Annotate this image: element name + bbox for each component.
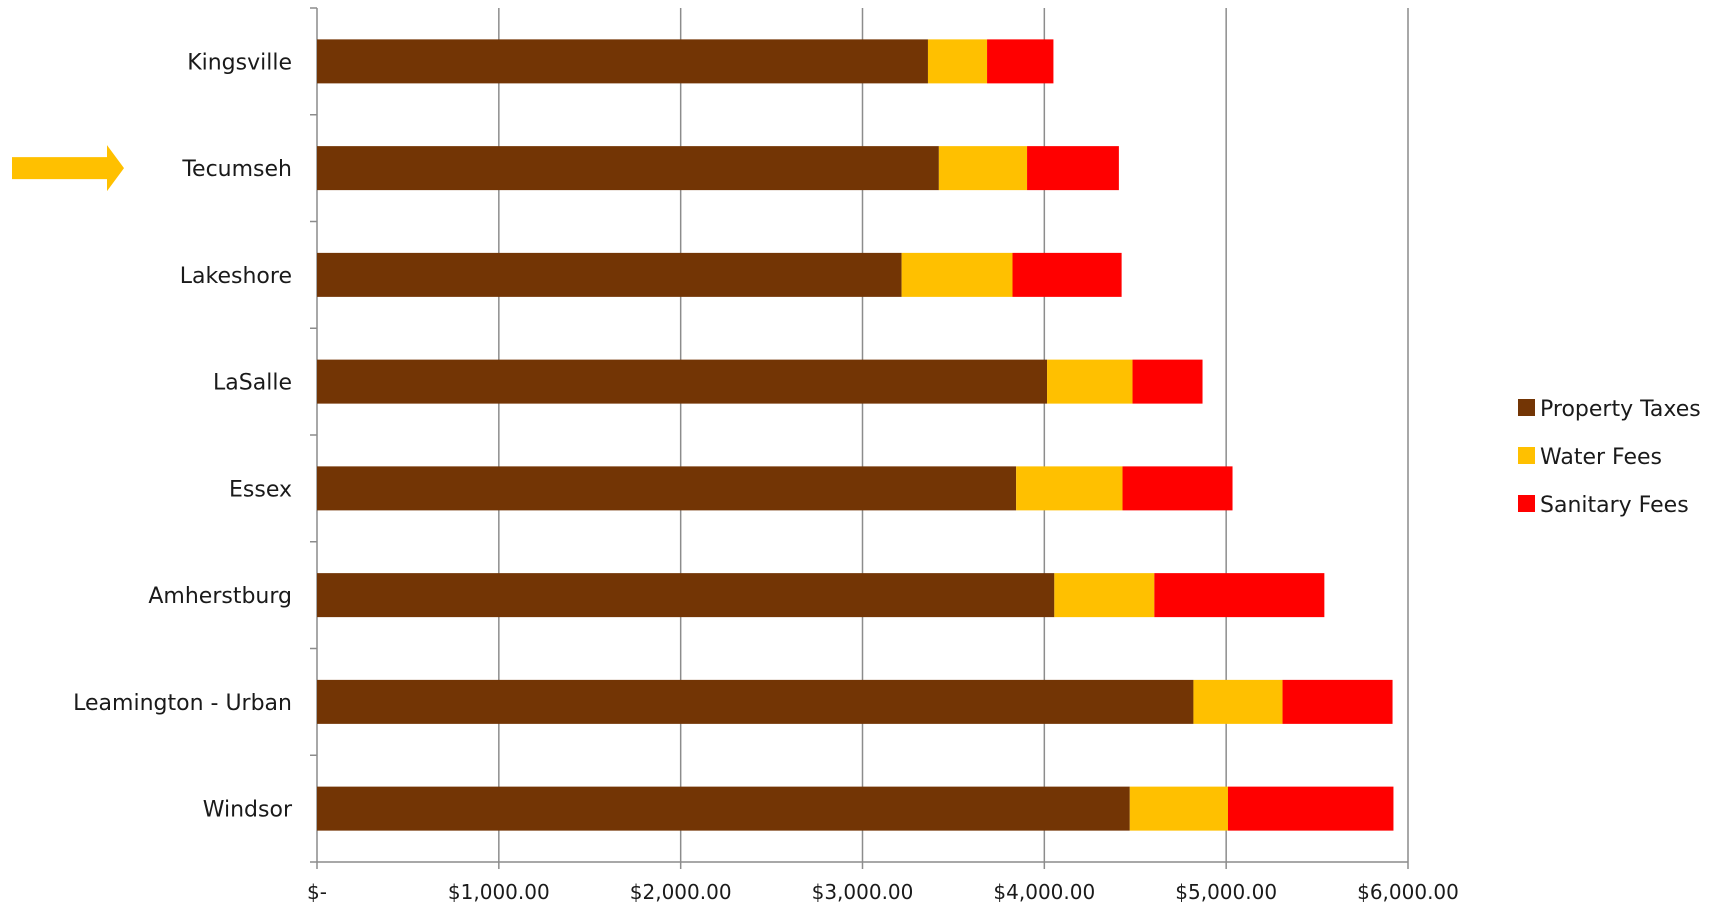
x-tick-label: $6,000.00 [1357, 880, 1459, 904]
x-tick-label: $2,000.00 [630, 880, 732, 904]
bar-property-taxes [317, 252, 902, 297]
x-tick-label: $4,000.00 [993, 880, 1095, 904]
bar-sanitary-fees [1282, 679, 1393, 724]
x-tick-label: $1,000.00 [448, 880, 550, 904]
bar-sanitary-fees [1012, 252, 1122, 297]
legend-swatch [1518, 495, 1535, 512]
arrow-right-icon [12, 145, 124, 192]
bar-water-fees [1193, 679, 1283, 724]
bar-sanitary-fees [1122, 466, 1233, 511]
category-label: LaSalle [213, 371, 292, 396]
legend-label: Water Fees [1540, 445, 1662, 470]
category-label: Lakeshore [180, 264, 292, 289]
bar-water-fees [1129, 786, 1228, 831]
legend-label: Sanitary Fees [1540, 493, 1689, 518]
legend-swatch [1518, 447, 1535, 464]
bar-water-fees [1047, 359, 1133, 404]
bar-sanitary-fees [987, 39, 1054, 84]
category-labels: Kingsville Tecumseh Lakeshore LaSalle Essex A… [73, 50, 293, 822]
legend: Property Taxes Water Fees Sanitary Fees [1518, 397, 1701, 518]
axes [310, 7, 1409, 869]
legend-swatch [1518, 399, 1535, 416]
highlight-marker [12, 145, 124, 192]
bar-water-fees [901, 252, 1013, 297]
bar-sanitary-fees [1154, 573, 1325, 618]
bar-water-fees [938, 146, 1028, 191]
bars [317, 39, 1394, 831]
bar-property-taxes [317, 679, 1194, 724]
category-label: Essex [229, 477, 292, 502]
gridlines [498, 8, 1409, 862]
bar-property-taxes [317, 359, 1048, 404]
category-label: Leamington - Urban [73, 691, 292, 716]
bar-property-taxes [317, 786, 1130, 831]
bar-water-fees [927, 39, 988, 84]
category-label: Amherstburg [148, 584, 292, 609]
x-tick-labels: $- $1,000.00 $2,000.00 $3,000.00 $4,000.00 $5… [307, 880, 1459, 904]
x-tick-label: $3,000.00 [812, 880, 914, 904]
bar-property-taxes [317, 573, 1055, 618]
category-label: Tecumseh [181, 157, 292, 182]
bar-sanitary-fees [1027, 146, 1119, 191]
x-tick-label: $- [307, 880, 327, 904]
bar-property-taxes [317, 466, 1017, 511]
bar-water-fees [1054, 573, 1155, 618]
bar-sanitary-fees [1227, 786, 1394, 831]
category-label: Windsor [203, 798, 293, 823]
bar-property-taxes [317, 146, 939, 191]
bar-sanitary-fees [1132, 359, 1203, 404]
x-tick-label: $5,000.00 [1175, 880, 1277, 904]
category-label: Kingsville [187, 50, 292, 75]
bar-water-fees [1016, 466, 1123, 511]
bar-property-taxes [317, 39, 928, 84]
legend-label: Property Taxes [1540, 397, 1701, 422]
